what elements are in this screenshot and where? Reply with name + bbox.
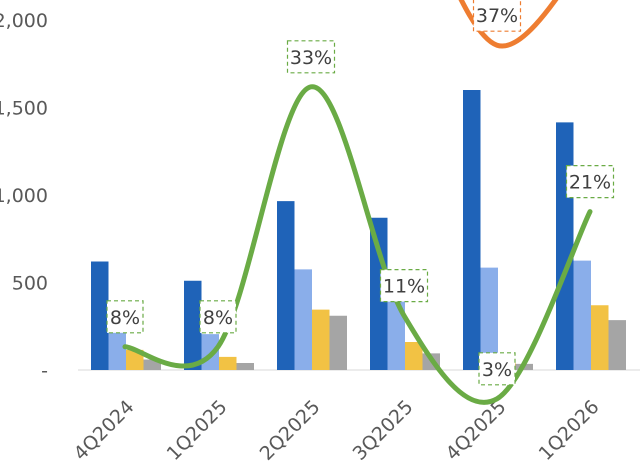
bar [608,320,626,370]
data-label-box [565,165,615,199]
data-label-box [106,300,144,334]
line-layer [122,0,593,405]
category-label: 2Q2025 [256,396,325,465]
bar [591,305,609,370]
bar [219,356,237,370]
y-tick-label: - [41,360,48,382]
bar-layer [91,90,626,370]
category-label: 1Q2026 [535,396,604,465]
y-tick-label: 2,000 [0,10,48,32]
y-tick-label: 1,000 [0,185,48,207]
bar [277,201,295,370]
axis-layer: - 500 1,000 1,500 2,000 4Q2024 1Q2025 2Q2025 3Q2… [0,10,640,465]
y-tick-label: 500 [12,273,48,295]
bar [126,349,144,370]
bar [143,359,161,370]
data-label-box [379,269,429,303]
series-line [122,84,593,405]
category-label: 3Q2025 [349,396,418,465]
data-label: 21% [569,172,611,194]
category-label: 4Q2024 [70,396,139,465]
bar [405,342,423,370]
data-label-box [286,40,336,74]
data-label-box [478,352,516,386]
series-line [458,0,559,49]
category-label: 1Q2025 [163,396,232,465]
data-label: 3% [482,359,512,381]
bar [387,297,405,370]
bar [329,315,347,370]
data-label: 11% [383,276,425,298]
label-layer: 49%45%60%52%37%46%8%8%33%11%3%21% [106,0,615,386]
bar [556,122,574,370]
data-label-box [472,0,522,32]
bar [236,363,254,370]
data-label: 33% [290,47,332,69]
bar [312,309,330,370]
category-label: 4Q2025 [442,396,511,465]
data-label: 8% [203,307,233,329]
data-label: 8% [110,307,140,329]
bar [184,280,202,370]
bar [480,267,498,370]
bar [463,90,481,370]
bar [573,260,591,370]
data-label-box [199,300,237,334]
y-tick-label: 1,500 [0,98,48,120]
bar [91,261,109,370]
bar [370,217,388,370]
data-label: 37% [476,5,518,27]
bar [294,269,312,370]
